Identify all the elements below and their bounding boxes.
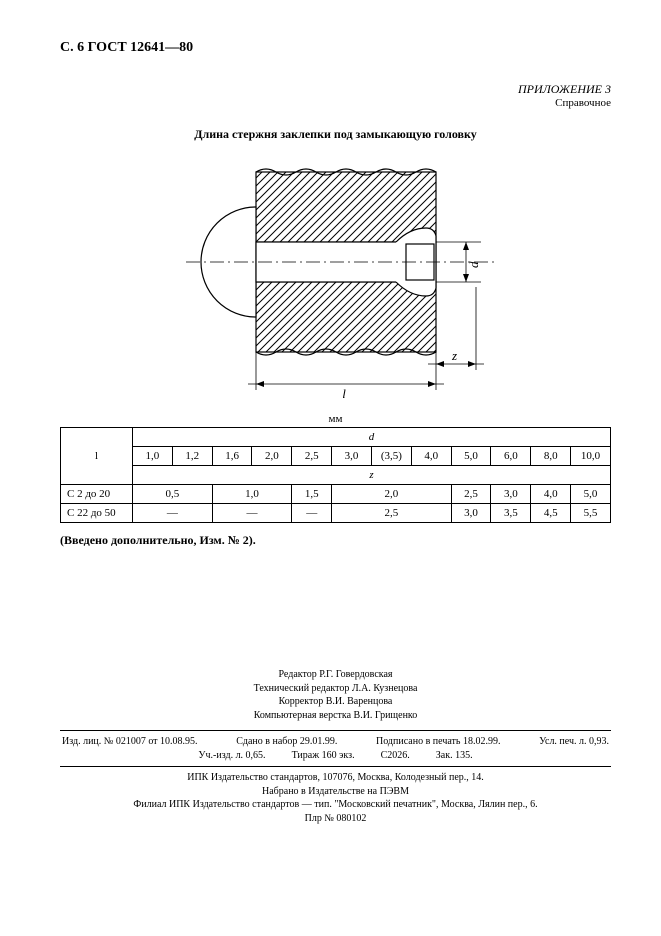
figure-title: Длина стержня заклепки под замыкающую го… (60, 127, 611, 142)
layout-credit: Компьютерная верстка В.И. Грищенко (60, 709, 611, 723)
z-val: 3,5 (491, 504, 531, 523)
appendix-subtitle: Справочное (60, 97, 611, 109)
dim-z-label: z (451, 348, 457, 363)
d-val: 6,0 (491, 447, 531, 466)
meta: Усл. печ. л. 0,93. (539, 735, 609, 749)
z-val: 2,5 (332, 504, 451, 523)
meta: Зак. 135. (436, 749, 473, 763)
z-val: — (292, 504, 332, 523)
d-val: 3,0 (332, 447, 372, 466)
d-val: (3,5) (371, 447, 411, 466)
appendix-block: ПРИЛОЖЕНИЕ 3 Справочное (60, 82, 611, 109)
table-row: С 22 до 50 — — — 2,5 3,0 3,5 4,5 5,5 (61, 504, 611, 523)
d-val: 1,6 (212, 447, 252, 466)
meta: Тираж 160 экз. (292, 749, 355, 763)
l-range: С 22 до 50 (61, 504, 133, 523)
rivet-diagram: d z l (146, 152, 526, 402)
amendment-note: (Введено дополнительно, Изм. № 2). (60, 533, 611, 548)
z-val: 3,0 (491, 485, 531, 504)
z-val: 0,5 (133, 485, 213, 504)
z-val: 2,0 (332, 485, 451, 504)
z-header: z (133, 466, 611, 485)
page-header: С. 6 ГОСТ 12641—80 (60, 40, 611, 56)
publisher-line: ИПК Издательство стандартов, 107076, Мос… (60, 771, 611, 785)
d-header: d (133, 428, 611, 447)
z-val: 1,5 (292, 485, 332, 504)
colophon: Редактор Р.Г. Говердовская Технический р… (60, 668, 611, 825)
data-table: l d 1,0 1,2 1,6 2,0 2,5 3,0 (3,5) 4,0 5,… (60, 427, 611, 523)
meta-row-2: Уч.-изд. л. 0,65. Тираж 160 экз. С2026. … (62, 749, 609, 763)
d-val: 2,5 (292, 447, 332, 466)
meta: Изд. лиц. № 021007 от 10.08.95. (62, 735, 198, 749)
meta: Подписано в печать 18.02.99. (376, 735, 500, 749)
z-val: 5,0 (571, 485, 611, 504)
l-header: l (61, 428, 133, 485)
l-range: С 2 до 20 (61, 485, 133, 504)
z-val: 4,0 (531, 485, 571, 504)
tech-editor: Технический редактор Л.А. Кузнецова (60, 682, 611, 696)
z-val: 3,0 (451, 504, 491, 523)
d-values-row: 1,0 1,2 1,6 2,0 2,5 3,0 (3,5) 4,0 5,0 6,… (61, 447, 611, 466)
corrector: Корректор В.И. Варенцова (60, 695, 611, 709)
editor: Редактор Р.Г. Говердовская (60, 668, 611, 682)
meta: Уч.-изд. л. 0,65. (198, 749, 265, 763)
meta: Сдано в набор 29.01.99. (236, 735, 337, 749)
d-val: 5,0 (451, 447, 491, 466)
unit-label: мм (60, 413, 611, 425)
d-val: 2,0 (252, 447, 292, 466)
z-val: 5,5 (571, 504, 611, 523)
d-val: 1,0 (133, 447, 173, 466)
d-val: 10,0 (571, 447, 611, 466)
appendix-title: ПРИЛОЖЕНИЕ 3 (60, 82, 611, 97)
d-val: 8,0 (531, 447, 571, 466)
z-val: 4,5 (531, 504, 571, 523)
publisher-line: Набрано в Издательстве на ПЭВМ (60, 785, 611, 799)
z-val: 2,5 (451, 485, 491, 504)
d-val: 4,0 (411, 447, 451, 466)
z-val: — (212, 504, 292, 523)
dim-l-label: l (342, 386, 346, 401)
page: С. 6 ГОСТ 12641—80 ПРИЛОЖЕНИЕ 3 Справочн… (0, 0, 661, 936)
publisher-line: Филиал ИПК Издательство стандартов — тип… (60, 798, 611, 812)
table-row: С 2 до 20 0,5 1,0 1,5 2,0 2,5 3,0 4,0 5,… (61, 485, 611, 504)
meta: С2026. (381, 749, 410, 763)
d-val: 1,2 (172, 447, 212, 466)
z-val: — (133, 504, 213, 523)
figure-wrap: d z l (60, 152, 611, 407)
dim-d-label: d (466, 261, 481, 268)
meta-row-1: Изд. лиц. № 021007 от 10.08.95. Сдано в … (62, 735, 609, 749)
publisher-line: Плр № 080102 (60, 812, 611, 826)
z-val: 1,0 (212, 485, 292, 504)
